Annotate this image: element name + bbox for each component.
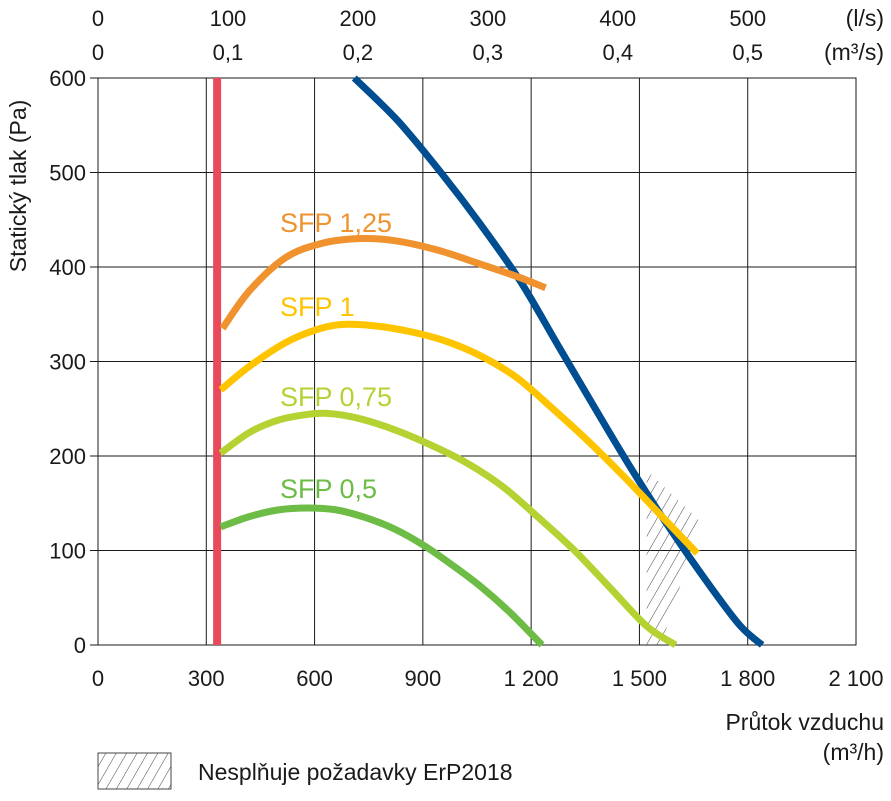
top-axis-m3s-unit: (m³/s) (824, 39, 884, 65)
x-axis-unit: (m³/h) (823, 739, 884, 765)
x-tick-label: 1 800 (720, 666, 775, 691)
y-tick-label: 0 (74, 633, 86, 658)
top-axis-ls-tick-label: 100 (210, 6, 247, 31)
y-tick-label: 600 (49, 66, 86, 91)
x-tick-label: 2 100 (828, 666, 883, 691)
legend-hatch-swatch (97, 752, 172, 790)
x-tick-label: 600 (296, 666, 333, 691)
series-line-5 (218, 409, 678, 648)
top-axis-ls-unit: (l/s) (846, 5, 884, 31)
x-tick-label: 1 200 (504, 666, 559, 691)
x-tick-label: 1 500 (612, 666, 667, 691)
top-axis-ls-tick-label: 0 (92, 6, 104, 31)
grid (90, 77, 857, 646)
top-axis-m3s-tick-label: 0,2 (343, 40, 374, 65)
series-line-6 (219, 504, 545, 648)
axes: 0 300 600 900 1 200 1 500 1 800 2 100 0 100 200 300… (49, 6, 883, 691)
top-axis-m3s-tick-label: 0,4 (602, 40, 633, 65)
series-line-3 (219, 234, 547, 331)
hatched-region (646, 470, 763, 645)
top-axis-m3s-tick-label: 0,5 (732, 40, 763, 65)
y-tick-label: 400 (49, 255, 86, 280)
x-tick-label: 900 (404, 666, 441, 691)
top-axis-m3s-tick-label: 0 (92, 40, 104, 65)
series-label: SFP 0,5 (280, 474, 377, 504)
top-axis-ls-tick-label: 200 (340, 6, 377, 31)
top-axis-ls-tick-label: 500 (729, 6, 766, 31)
y-axis-label: Statický tlak (Pa) (5, 100, 31, 273)
y-tick-label: 200 (49, 444, 86, 469)
top-axis-ls-tick-label: 400 (599, 6, 636, 31)
hatched-region-layer (646, 470, 763, 645)
top-axis-m3s-tick-label: 0,1 (213, 40, 244, 65)
x-axis-label: Průtok vzduchu (725, 709, 884, 735)
y-tick-label: 100 (49, 539, 86, 564)
x-tick-label: 0 (92, 666, 104, 691)
series-line-4 (218, 320, 700, 556)
x-tick-label: 300 (188, 666, 225, 691)
y-tick-label: 500 (49, 161, 86, 186)
series-line-2 (351, 75, 765, 648)
series-label: SFP 1,25 (280, 208, 392, 238)
y-tick-label: 300 (49, 350, 86, 375)
legend-label: Nesplňuje požadavky ErP2018 (198, 759, 513, 785)
series-label: SFP 1 (280, 292, 355, 322)
series-layer: SFP 1,25 SFP 1 SFP 0,75 SFP 0,5 (213, 75, 765, 648)
top-axis-ls-tick-label: 300 (469, 6, 506, 31)
legend: Nesplňuje požadavky ErP2018 (97, 752, 513, 790)
top-axis-m3s-tick-label: 0,3 (473, 40, 504, 65)
series-label: SFP 0,75 (280, 382, 392, 412)
